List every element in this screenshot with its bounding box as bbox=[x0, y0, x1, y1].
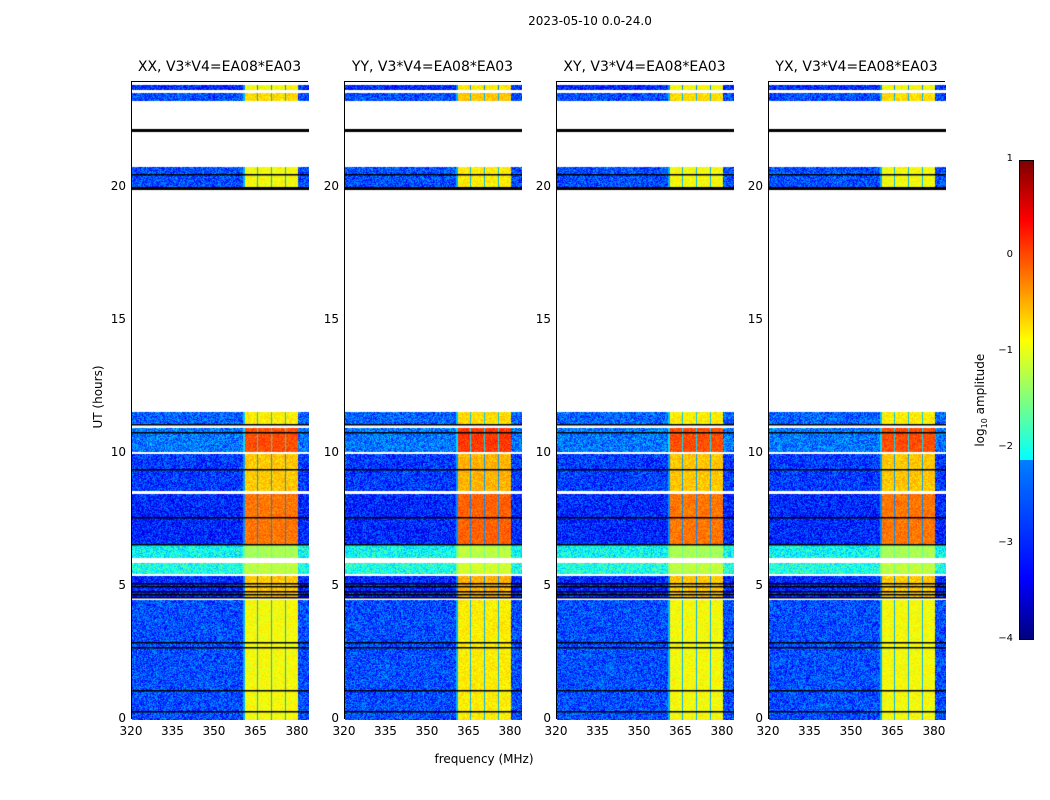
y-tick-label: 5 bbox=[118, 578, 126, 593]
x-tick-label: 350 bbox=[415, 724, 439, 738]
y-tick-label: 15 bbox=[747, 312, 763, 327]
y-tick-label: 20 bbox=[747, 179, 763, 194]
x-tick-label: 365 bbox=[881, 724, 904, 738]
y-tick-label: 0 bbox=[331, 711, 339, 725]
x-tick-label: 320 bbox=[332, 724, 356, 738]
colorbar-label: log10 amplitude bbox=[972, 353, 990, 447]
x-tick-label: 350 bbox=[627, 724, 651, 738]
colorbar bbox=[1019, 160, 1034, 640]
x-axis-label: frequency (MHz) bbox=[434, 752, 534, 766]
x-tick-label: 365 bbox=[669, 724, 692, 738]
panel-title: YX, V3*V4=EA08*EA03 bbox=[775, 59, 938, 75]
x-tick-label: 335 bbox=[586, 724, 609, 738]
heatmap-panel-0 bbox=[131, 81, 309, 720]
x-tick-label: 365 bbox=[457, 724, 480, 738]
y-tick-label: 0 bbox=[118, 711, 126, 725]
y-tick-label: 15 bbox=[323, 312, 339, 327]
colorbar-tick-label: −2 bbox=[998, 441, 1013, 452]
colorbar-tick-label: −3 bbox=[998, 537, 1013, 548]
y-tick-label: 20 bbox=[535, 179, 551, 194]
heatmap-image bbox=[132, 82, 309, 720]
x-tick-label: 320 bbox=[756, 724, 780, 738]
x-tick-label: 365 bbox=[244, 724, 267, 738]
x-tick-label: 320 bbox=[119, 724, 143, 738]
heatmap-image bbox=[345, 82, 522, 720]
x-tick-label: 335 bbox=[374, 724, 397, 738]
panel-title: XX, V3*V4=EA08*EA03 bbox=[137, 59, 302, 75]
panel-title: YY, V3*V4=EA08*EA03 bbox=[351, 59, 514, 75]
x-tick-label: 380 bbox=[922, 724, 946, 738]
y-axis-label: UT (hours) bbox=[91, 365, 105, 429]
x-tick-label: 350 bbox=[202, 724, 226, 738]
y-tick-label: 20 bbox=[110, 179, 126, 194]
heatmap-panel-1 bbox=[344, 81, 522, 720]
figure-title: 2023-05-10 0.0-24.0 bbox=[528, 14, 652, 28]
y-tick-label: 15 bbox=[535, 312, 551, 327]
heatmap-panel-3 bbox=[768, 81, 946, 720]
x-tick-label: 350 bbox=[839, 724, 863, 738]
y-tick-label: 5 bbox=[755, 578, 763, 593]
colorbar-tick-label: 1 bbox=[1006, 153, 1013, 164]
heatmap-panel-2 bbox=[556, 81, 734, 720]
heatmap-image bbox=[557, 82, 734, 720]
x-tick-label: 335 bbox=[798, 724, 821, 738]
y-tick-label: 0 bbox=[755, 711, 763, 725]
y-tick-label: 10 bbox=[747, 445, 763, 460]
x-tick-label: 380 bbox=[285, 724, 309, 738]
x-tick-label: 320 bbox=[544, 724, 568, 738]
colorbar-tick-label: −4 bbox=[998, 633, 1013, 644]
y-tick-label: 10 bbox=[110, 445, 126, 460]
colorbar-tick-label: −1 bbox=[998, 345, 1013, 356]
y-tick-label: 15 bbox=[110, 312, 126, 327]
x-tick-label: 380 bbox=[498, 724, 522, 738]
colorbar-tick-label: 0 bbox=[1006, 249, 1013, 260]
x-tick-label: 335 bbox=[161, 724, 184, 738]
y-tick-label: 0 bbox=[543, 711, 551, 725]
y-tick-label: 20 bbox=[323, 179, 339, 194]
y-tick-label: 5 bbox=[331, 578, 339, 593]
heatmap-image bbox=[769, 82, 946, 720]
y-tick-label: 10 bbox=[323, 445, 339, 460]
panel-title: XY, V3*V4=EA08*EA03 bbox=[563, 59, 726, 75]
y-tick-label: 5 bbox=[543, 578, 551, 593]
x-tick-label: 380 bbox=[710, 724, 734, 738]
y-tick-label: 10 bbox=[535, 445, 551, 460]
